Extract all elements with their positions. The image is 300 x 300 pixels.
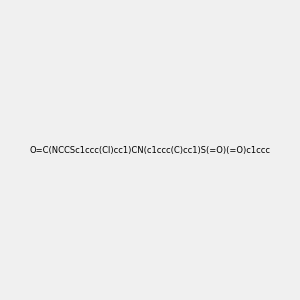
Text: O=C(NCCSc1ccc(Cl)cc1)CN(c1ccc(C)cc1)S(=O)(=O)c1ccc: O=C(NCCSc1ccc(Cl)cc1)CN(c1ccc(C)cc1)S(=O…: [29, 146, 271, 154]
